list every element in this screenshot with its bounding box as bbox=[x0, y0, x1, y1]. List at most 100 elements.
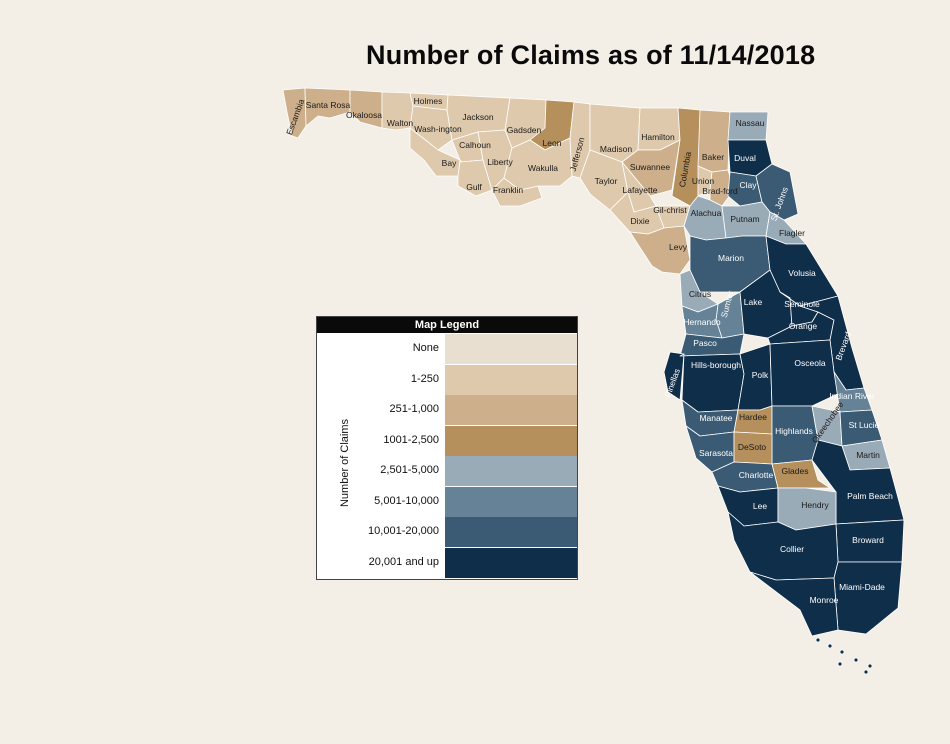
county-label-lake: Lake bbox=[744, 297, 763, 307]
map-legend: Map Legend Number of Claims None 1-250 251… bbox=[316, 316, 578, 580]
county-label-manatee: Manatee bbox=[699, 413, 732, 423]
legend-item-label: None bbox=[412, 342, 439, 354]
county-label-pasco: Pasco bbox=[693, 338, 717, 348]
county-label-miami-dade: Miami-Dade bbox=[839, 582, 885, 592]
legend-swatch bbox=[445, 486, 577, 517]
legend-swatch bbox=[445, 364, 577, 395]
county-label-flagler: Flagler bbox=[779, 228, 805, 238]
county-label-hillsborough: Hills-borough bbox=[691, 360, 741, 370]
county-label-collier: Collier bbox=[780, 544, 804, 554]
keys-island bbox=[863, 669, 869, 675]
keys-island bbox=[815, 637, 821, 643]
legend-header: Map Legend bbox=[317, 317, 577, 333]
legend-swatch bbox=[445, 425, 577, 456]
legend-item: 1001-2,500 bbox=[317, 425, 577, 456]
keys-island bbox=[853, 657, 859, 663]
county-label-hernando: Hernando bbox=[683, 317, 721, 327]
county-label-suwannee: Suwannee bbox=[630, 162, 670, 172]
legend-item: 2,501-5,000 bbox=[317, 456, 577, 486]
county-baker bbox=[697, 109, 731, 173]
county-label-citrus: Citrus bbox=[689, 289, 711, 299]
county-label-volusia: Volusia bbox=[788, 268, 816, 278]
county-label-levy: Levy bbox=[669, 242, 688, 252]
legend-item-label: 251-1,000 bbox=[389, 403, 439, 415]
legend-item: 1-250 bbox=[317, 364, 577, 395]
legend-item-label: 1-250 bbox=[410, 372, 439, 385]
county-label-charlotte: Charlotte bbox=[739, 470, 774, 480]
county-label-gulf: Gulf bbox=[466, 182, 482, 192]
legend-swatch bbox=[445, 547, 577, 578]
county-label-baker: Baker bbox=[702, 152, 724, 162]
legend-item-label: 1001-2,500 bbox=[383, 433, 439, 446]
legend-swatch bbox=[445, 517, 577, 547]
county-label-wakulla: Wakulla bbox=[528, 163, 558, 173]
county-label-desoto: DeSoto bbox=[738, 442, 767, 452]
county-monroe bbox=[749, 571, 839, 637]
county-label-palm-beach: Palm Beach bbox=[847, 491, 893, 501]
county-lee bbox=[717, 485, 779, 527]
county-label-taylor: Taylor bbox=[595, 176, 618, 186]
county-label-calhoun: Calhoun bbox=[459, 140, 491, 150]
county-label-polk: Polk bbox=[752, 370, 769, 380]
county-label-indian-river: Indian River bbox=[829, 391, 875, 401]
county-pasco bbox=[679, 333, 745, 357]
county-label-jackson: Jackson bbox=[462, 112, 493, 122]
county-label-broward: Broward bbox=[852, 535, 884, 545]
county-label-holmes: Holmes bbox=[414, 96, 443, 106]
legend-item: None bbox=[317, 334, 577, 364]
legend-swatch bbox=[445, 456, 577, 486]
county-label-highlands: Highlands bbox=[775, 426, 813, 436]
county-label-okaloosa: Okaloosa bbox=[346, 110, 382, 120]
county-label-santa-rosa: Santa Rosa bbox=[306, 100, 351, 110]
county-wakulla bbox=[503, 137, 573, 191]
county-label-lee: Lee bbox=[753, 501, 767, 511]
county-label-madison: Madison bbox=[600, 144, 632, 154]
county-label-hendry: Hendry bbox=[801, 500, 829, 510]
keys-island bbox=[837, 661, 843, 667]
county-label-hamilton: Hamilton bbox=[641, 132, 675, 142]
legend-item-label: 2,501-5,000 bbox=[380, 464, 439, 476]
county-label-st-lucie: St Lucie bbox=[849, 420, 880, 430]
county-label-walton: Walton bbox=[387, 118, 413, 128]
county-label-bay: Bay bbox=[442, 158, 457, 168]
county-miami-dade bbox=[833, 561, 903, 635]
county-label-nassau: Nassau bbox=[736, 118, 765, 128]
county-indian-river bbox=[833, 371, 873, 413]
map-title: Number of Claims as of 11/14/2018 bbox=[366, 40, 816, 70]
legend-item: 251-1,000 bbox=[317, 395, 577, 425]
county-label-orange: Orange bbox=[789, 321, 818, 331]
county-label-gilchrist: Gil-christ bbox=[653, 205, 687, 215]
keys-island bbox=[867, 663, 873, 669]
county-label-osceola: Osceola bbox=[794, 358, 825, 368]
legend-item: 20,001 and up bbox=[317, 547, 577, 578]
county-label-marion: Marion bbox=[718, 253, 744, 263]
county-label-clay: Clay bbox=[739, 180, 757, 190]
county-label-liberty: Liberty bbox=[487, 157, 513, 167]
county-label-leon: Leon bbox=[543, 138, 562, 148]
county-label-hardee: Hardee bbox=[739, 412, 767, 422]
county-label-sarasota: Sarasota bbox=[699, 448, 733, 458]
county-label-duval: Duval bbox=[734, 153, 756, 163]
county-label-bradford: Brad-ford bbox=[702, 186, 738, 196]
keys-island bbox=[827, 643, 833, 649]
county-label-putnam: Putnam bbox=[730, 214, 759, 224]
county-label-alachua: Alachua bbox=[691, 208, 722, 218]
county-label-union: Union bbox=[692, 176, 714, 186]
county-label-franklin: Franklin bbox=[493, 185, 524, 195]
county-label-washington: Wash-ington bbox=[414, 124, 462, 134]
county-pinellas bbox=[663, 351, 685, 401]
county-label-lafayette: Lafayette bbox=[623, 185, 658, 195]
legend-swatch bbox=[445, 395, 577, 425]
legend-item: 5,001-10,000 bbox=[317, 486, 577, 517]
legend-item: 10,001-20,000 bbox=[317, 517, 577, 547]
county-okaloosa bbox=[349, 89, 383, 129]
county-label-dixie: Dixie bbox=[631, 216, 650, 226]
county-label-glades: Glades bbox=[782, 466, 809, 476]
legend-item-label: 20,001 and up bbox=[368, 555, 439, 568]
county-label-martin: Martin bbox=[856, 450, 880, 460]
county-label-monroe: Monroe bbox=[810, 595, 839, 605]
legend-item-label: 10,001-20,000 bbox=[368, 525, 439, 537]
county-label-seminole: Seminole bbox=[784, 299, 820, 309]
legend-swatch bbox=[445, 334, 577, 364]
